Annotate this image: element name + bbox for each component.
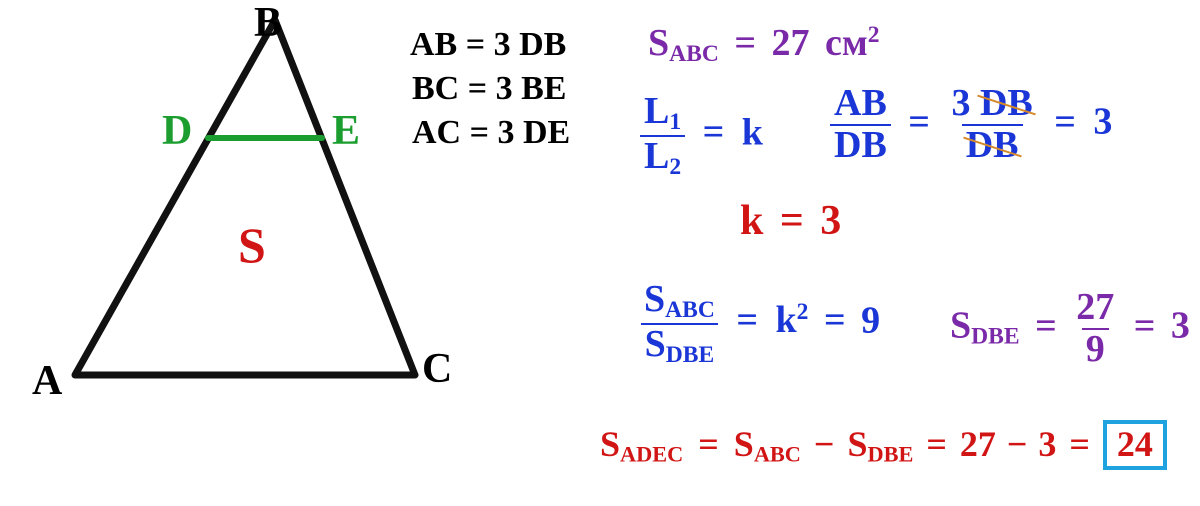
final-answer-box: 24 [1103,420,1167,470]
sd-sub: DBE [971,323,1019,349]
L2-L: L [644,135,669,177]
ab-den: DB [830,124,891,166]
abdb-3: 3 [1093,101,1112,143]
ab-num: AB [830,84,891,124]
fa-minus1: − [810,424,839,464]
threedb-db: DB [980,82,1033,124]
threedb-db-cancel: DB [980,84,1033,124]
sd-num: 27 [1072,288,1118,328]
label-vertex-e: E [332,110,360,152]
threedb-3: 3 [951,82,970,124]
label-vertex-b: B [254,2,282,44]
given-line-3: AC = 3 DE [412,116,570,150]
given-line-2: BC = 3 BE [412,72,566,106]
ksq-val: 9 [861,299,880,341]
fa-adec: ADEC [620,442,683,467]
db-den-cancel-wrap: DB [962,124,1023,166]
frac-L1-L2: L1 L2 [640,92,685,179]
fa-3: 3 [1038,424,1056,464]
ksq-2: 2 [797,299,809,325]
fa-eq2: = [922,424,951,464]
L2: L2 [640,135,685,180]
frac-sabc-sdbe: SABC SDBE [640,280,719,367]
sr-S1: S [644,278,665,320]
fa-S3: S [847,424,867,464]
threedb-num: 3 DB [947,84,1036,124]
label-vertex-c: C [422,348,452,390]
k3-eq: = [774,198,810,244]
triangle-abc [75,20,415,375]
L1-L: L [644,90,669,132]
sabc-S: S [648,22,669,64]
fa-eq3: = [1065,424,1094,464]
frac-3db-db: 3 DB DB [947,84,1036,166]
frac-27-9: 27 9 [1072,288,1118,370]
sabc-val: 27 [772,22,810,64]
db-den-cancel: DB [966,126,1019,166]
sdbe-value: SDBE = 27 9 = 3 [950,288,1190,370]
sr-dbe: DBE [666,341,714,367]
sd-val: 3 [1171,305,1190,347]
L2-sub: 2 [669,153,681,179]
fa-minus2: − [1005,424,1030,464]
sr-S2: S [645,323,666,365]
abdb-eq2: = [1046,101,1084,143]
ksq-k: k [776,299,797,341]
Lk-k: k [742,111,763,153]
sabc-unit-base: см [825,22,868,64]
fa-eq1: = [692,424,725,464]
fa-27: 27 [960,424,996,464]
frac-ab-db: AB DB [830,84,891,166]
k-equals-3: k = 3 [740,200,841,242]
fa-dbe: DBE [867,442,913,467]
L1: L1 [640,92,685,135]
area-ratio: SABC SDBE = k2 = 9 [640,280,880,367]
k3-val: 3 [820,198,841,244]
db-den: DB [966,124,1019,166]
abdb-eq1: = [900,101,938,143]
fa-S2: S [734,424,754,464]
sd-S: S [950,305,971,347]
Lk-eq: = [695,111,733,153]
ksq: k2 [776,299,818,341]
label-s: S [238,220,266,270]
sabc-sub: ABC [669,41,719,67]
ratio-L-eq-k: L1 L2 = k [640,92,763,179]
stage: B D E A C S AB = 3 DB BC = 3 BE AC = 3 D… [0,0,1200,506]
k3-k: k [740,198,763,244]
label-vertex-d: D [162,110,192,152]
final-line: SADEC = SABC − SDBE = 27 − 3 = 24 [600,420,1167,470]
sr-abc: ABC [665,297,715,323]
sd-den: 9 [1082,328,1109,370]
L1-sub: 1 [669,109,681,135]
sabc-eq: = [728,22,762,64]
sdbe-bot: SDBE [641,323,719,368]
sr-eq1: = [728,299,766,341]
sabc-unit: см2 [819,22,880,64]
sd-eq2: = [1128,305,1162,347]
sabc-area: SABC = 27 см2 [648,24,880,66]
ratio-ab-db: AB DB = 3 DB DB = 3 [830,84,1112,166]
final-answer: 24 [1117,424,1153,464]
fa-abc: ABC [754,442,801,467]
sabc-top: SABC [640,280,719,323]
label-vertex-a: A [32,360,62,402]
sr-eq2: = [818,299,852,341]
given-line-1: AB = 3 DB [410,28,566,62]
fa-S1: S [600,424,620,464]
sabc-unit-sup: 2 [868,22,880,48]
sd-eq1: = [1029,305,1063,347]
